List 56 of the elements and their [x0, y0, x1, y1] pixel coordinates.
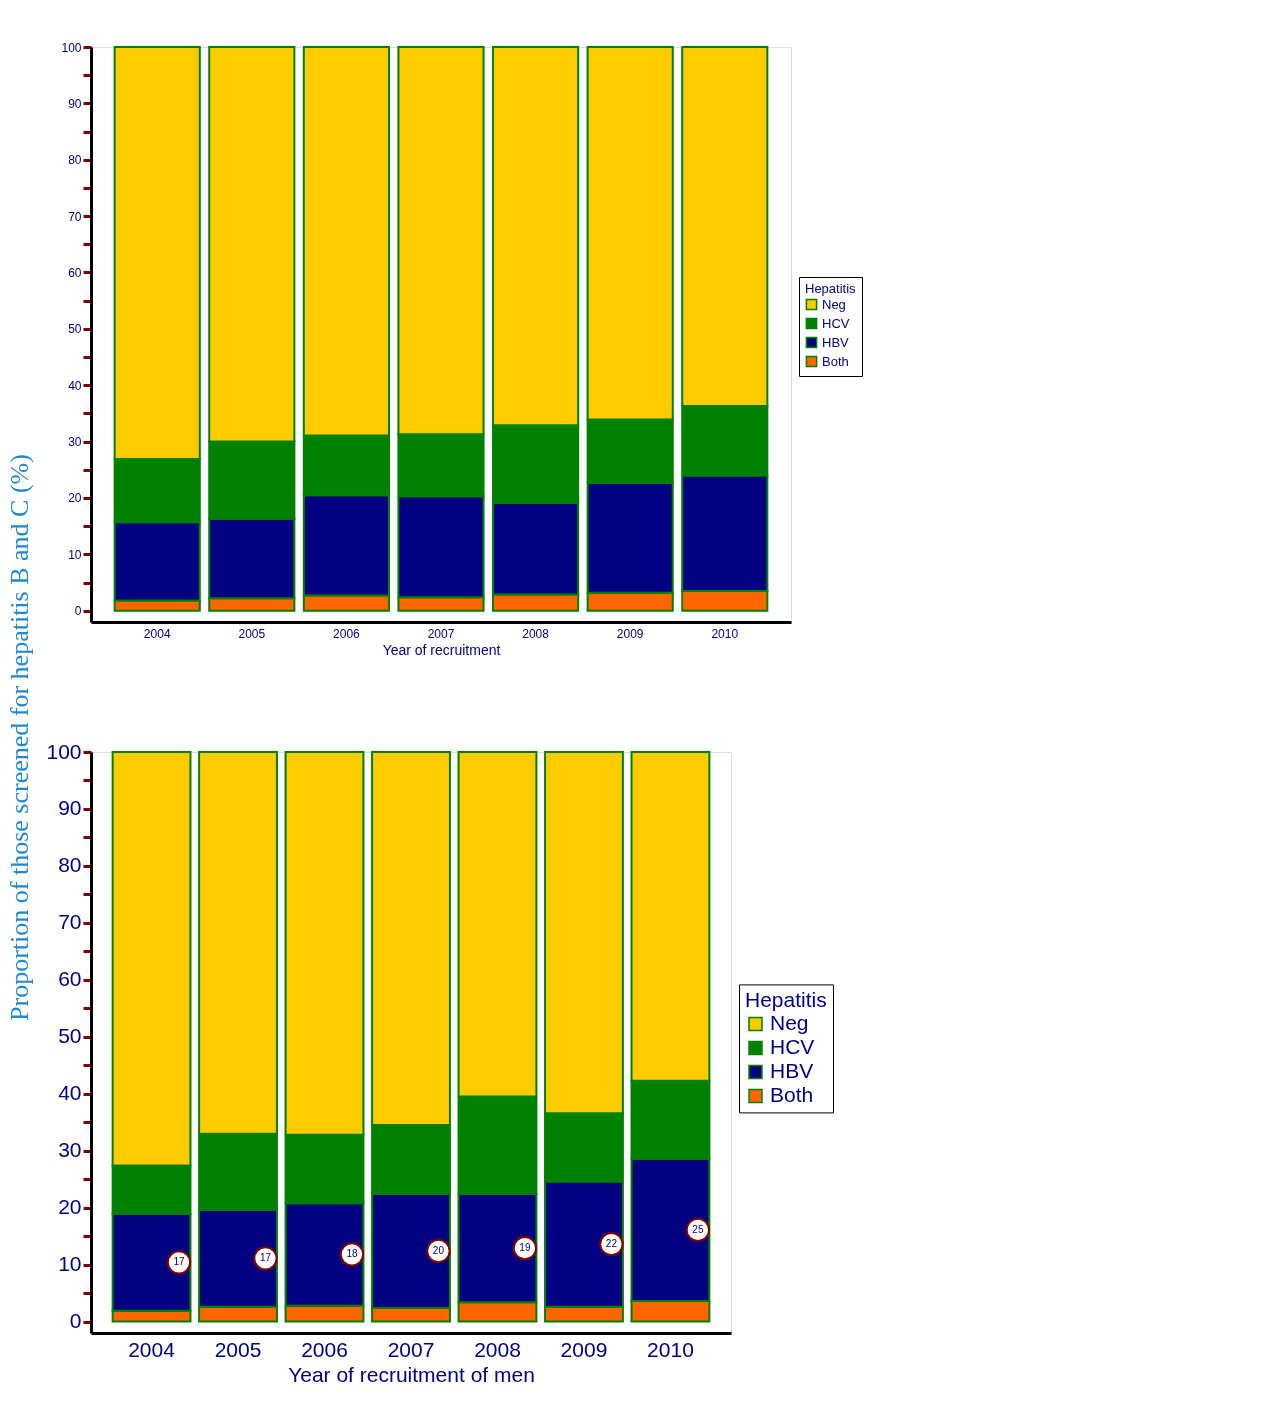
legend-label: Neg	[822, 296, 846, 312]
y-tick-label: 80	[68, 153, 82, 168]
x-tick-label: 2005	[238, 626, 266, 641]
x-tick-label: 2005	[214, 1337, 262, 1361]
y-tick-label: 20	[58, 1195, 82, 1219]
x-tick-label: 2008	[522, 626, 550, 641]
y-tick-label: 80	[58, 853, 82, 877]
legend-label: Neg	[770, 1010, 809, 1034]
y-tick-label: 0	[74, 604, 82, 619]
y-tick-label: 40	[58, 1081, 82, 1105]
y-tick-label: 10	[68, 547, 82, 562]
legend-label: HCV	[822, 315, 850, 331]
x-tick-label: 2010	[647, 1337, 694, 1361]
data-label: 19	[519, 1242, 531, 1254]
x-tick-label: 2006	[333, 626, 361, 641]
data-label: 20	[432, 1244, 445, 1256]
x-tick-label: 2007	[387, 1337, 435, 1361]
y-tick-label: 50	[68, 322, 82, 337]
x-axis-title: Year of recruitment	[382, 641, 501, 658]
y-tick-label: 100	[61, 40, 82, 55]
legend-title: Hepatitis	[745, 988, 827, 1012]
y-tick-label: 10	[58, 1252, 82, 1276]
x-axis-title: Year of recruitment of men	[288, 1362, 535, 1386]
data-label: 22	[605, 1238, 618, 1250]
y-tick-label: 20	[68, 491, 82, 506]
x-tick-label: 2004	[128, 1337, 176, 1361]
legend-label: Both	[770, 1082, 814, 1106]
x-tick-label: 2004	[143, 626, 171, 641]
y-tick-label: 30	[68, 435, 82, 450]
x-tick-label: 2008	[474, 1337, 521, 1361]
y-axis-title: Proportion of those screened for hepatitis B and C (%)	[4, 454, 34, 1021]
data-label: 17	[259, 1252, 272, 1264]
y-tick-label: 100	[46, 739, 82, 763]
legend-label: Both	[822, 353, 849, 369]
x-tick-label: 2010	[711, 626, 739, 641]
y-tick-label: 70	[68, 209, 82, 224]
y-tick-label: 60	[58, 967, 82, 991]
x-tick-label: 2006	[301, 1337, 348, 1361]
y-tick-label: 0	[69, 1309, 82, 1333]
data-label: 25	[692, 1223, 704, 1235]
y-tick-label: 90	[58, 796, 82, 820]
y-tick-label: 60	[68, 265, 82, 280]
legend-title: Hepatitis	[805, 281, 857, 296]
y-tick-label: 90	[68, 96, 82, 111]
legend-label: HBV	[770, 1058, 814, 1082]
x-tick-label: 2009	[616, 626, 644, 641]
y-tick-label: 30	[58, 1138, 82, 1162]
legend-label: HCV	[770, 1034, 815, 1058]
x-tick-label: 2009	[560, 1337, 608, 1361]
y-tick-label: 70	[58, 910, 82, 934]
y-tick-label: 40	[68, 378, 82, 393]
legend-label: HBV	[822, 334, 850, 350]
data-label: 17	[173, 1256, 185, 1268]
x-tick-label: 2007	[427, 626, 455, 641]
data-label: 18	[346, 1248, 358, 1260]
y-tick-label: 50	[58, 1024, 82, 1048]
